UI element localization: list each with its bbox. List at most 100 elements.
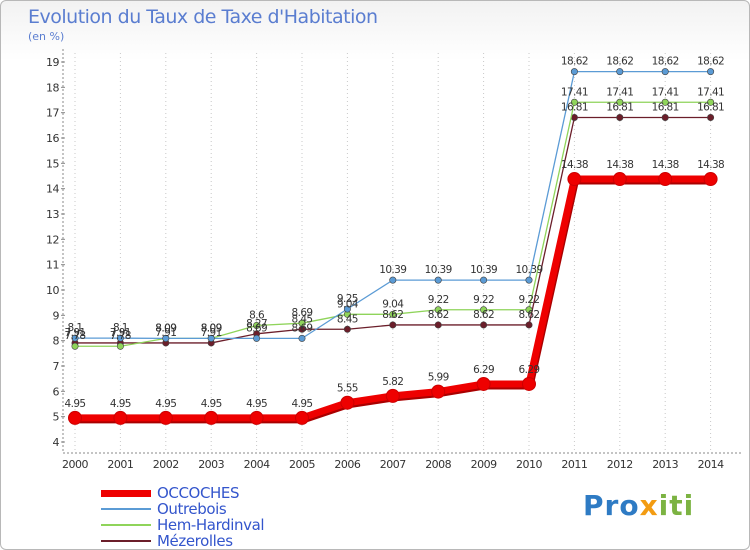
point-outrebois-2001 [116,334,124,342]
label-outrebois-2013: 18.62 [652,56,679,68]
legend-label-hem-hardinval: Hem-Hardinval [157,516,265,534]
point-outrebois-2008 [434,276,442,284]
point-occoches-2008 [431,384,446,399]
x-tick-2010: 2010 [516,458,542,471]
x-tick-2014: 2014 [698,458,724,471]
label-occoches-2002: 4.95 [155,398,176,410]
y-tick-8: 8 [53,335,60,348]
point-m-zerolles-2013 [661,113,669,121]
point-outrebois-2006 [343,305,351,313]
label-occoches-2006: 5.55 [337,383,358,395]
point-outrebois-2003 [207,334,215,342]
point-m-zerolles-2006 [343,325,351,333]
label-m-zerolles-2011: 16.81 [561,101,588,113]
logo-part-1: Pro [583,489,640,522]
point-outrebois-2012 [616,68,624,76]
point-occoches-2010 [522,376,536,391]
point-m-zerolles-2012 [616,113,624,121]
point-hem-hardinval-2009 [480,306,488,314]
x-tick-2008: 2008 [425,458,451,471]
x-tick-2001: 2001 [107,458,133,471]
y-tick-12: 12 [46,233,59,246]
point-hem-hardinval-2005 [298,319,306,327]
label-outrebois-2000: 8.1 [68,322,83,334]
label-occoches-2010: 6.29 [519,364,540,376]
y-tick-17: 17 [46,107,59,120]
point-hem-hardinval-2004 [253,321,261,329]
y-tick-7: 7 [53,360,60,373]
point-hem-hardinval-2014 [707,98,715,106]
label-m-zerolles-2009: 8.62 [473,309,494,321]
label-m-zerolles-2012: 16.81 [606,101,633,113]
point-occoches-2000 [68,410,82,425]
label-outrebois-2012: 18.62 [606,56,633,68]
point-m-zerolles-2009 [480,321,488,329]
point-hem-hardinval-2000 [71,342,79,350]
label-occoches-2001: 4.95 [110,398,131,410]
label-m-zerolles-2002: 7.91 [155,327,176,339]
label-occoches-2005: 4.95 [292,398,313,410]
x-tick-2013: 2013 [652,458,678,471]
y-tick-11: 11 [46,259,59,272]
axes [62,49,741,454]
label-hem-hardinval-2010: 9.22 [519,294,540,306]
point-outrebois-2005 [298,334,306,342]
label-m-zerolles-2001: 7.91 [110,327,131,339]
x-tick-2009: 2009 [471,458,497,471]
label-hem-hardinval-2012: 17.41 [606,86,633,98]
x-tick-2002: 2002 [153,458,179,471]
label-occoches-2011: 14.38 [561,159,588,171]
label-hem-hardinval-2003: 8.09 [201,322,222,334]
label-m-zerolles-2003: 7.91 [201,327,222,339]
logo-part-3: iti [658,489,695,522]
x-tick-2000: 2000 [62,458,88,471]
label-occoches-2003: 4.95 [201,398,222,410]
series-group [68,68,718,425]
label-m-zerolles-2014: 16.81 [697,101,724,113]
label-m-zerolles-2005: 8.45 [292,313,313,325]
y-tick-6: 6 [53,385,60,398]
x-tick-2007: 2007 [380,458,406,471]
label-outrebois-2002: 8.09 [155,322,176,334]
y-axis-ticks: 4 5 6 7 8 9 10 11 12 13 14 15 16 17 18 19 [46,56,65,449]
point-outrebois-2014 [707,68,715,76]
point-m-zerolles-2014 [707,113,715,121]
y-tick-9: 9 [53,309,60,322]
point-hem-hardinval-2012 [616,98,624,106]
label-hem-hardinval-2005: 8.69 [292,307,313,319]
y-tick-5: 5 [53,411,60,424]
point-occoches-2005 [295,410,309,425]
point-m-zerolles-2010 [525,321,533,329]
legend-swatch-occoches [101,490,151,497]
x-tick-2012: 2012 [607,458,633,471]
label-hem-hardinval-2001: 7.78 [110,330,131,342]
label-outrebois-2005: 8.69 [292,322,313,334]
label-outrebois-2008: 10.39 [425,264,452,276]
label-outrebois-2001: 8.1 [113,322,128,334]
label-occoches-2012: 14.38 [606,159,633,171]
point-outrebois-2007 [389,276,397,284]
y-tick-18: 18 [46,81,59,94]
point-hem-hardinval-2008 [434,306,442,314]
y-tick-16: 16 [46,132,59,145]
point-occoches-2014 [703,172,718,187]
legend-swatch-hem-hardinval [101,524,151,526]
y-tick-10: 10 [46,284,59,297]
point-occoches-2012 [612,172,627,187]
point-hem-hardinval-2011 [570,98,578,106]
y-tick-4: 4 [53,436,60,449]
label-outrebois-2011: 18.62 [561,56,588,68]
label-m-zerolles-2006: 8.45 [337,313,358,325]
point-outrebois-2002 [162,334,170,342]
y-tick-19: 19 [46,56,59,69]
legend-label-occoches: OCCOCHES [157,484,240,502]
label-occoches-2007: 5.82 [382,376,403,388]
point-occoches-2002 [158,410,173,425]
label-m-zerolles-2013: 16.81 [652,101,679,113]
label-occoches-2008: 5.99 [428,372,449,384]
point-m-zerolles-2007 [389,321,397,329]
x-tick-2011: 2011 [561,458,587,471]
label-hem-hardinval-2009: 9.22 [473,294,494,306]
